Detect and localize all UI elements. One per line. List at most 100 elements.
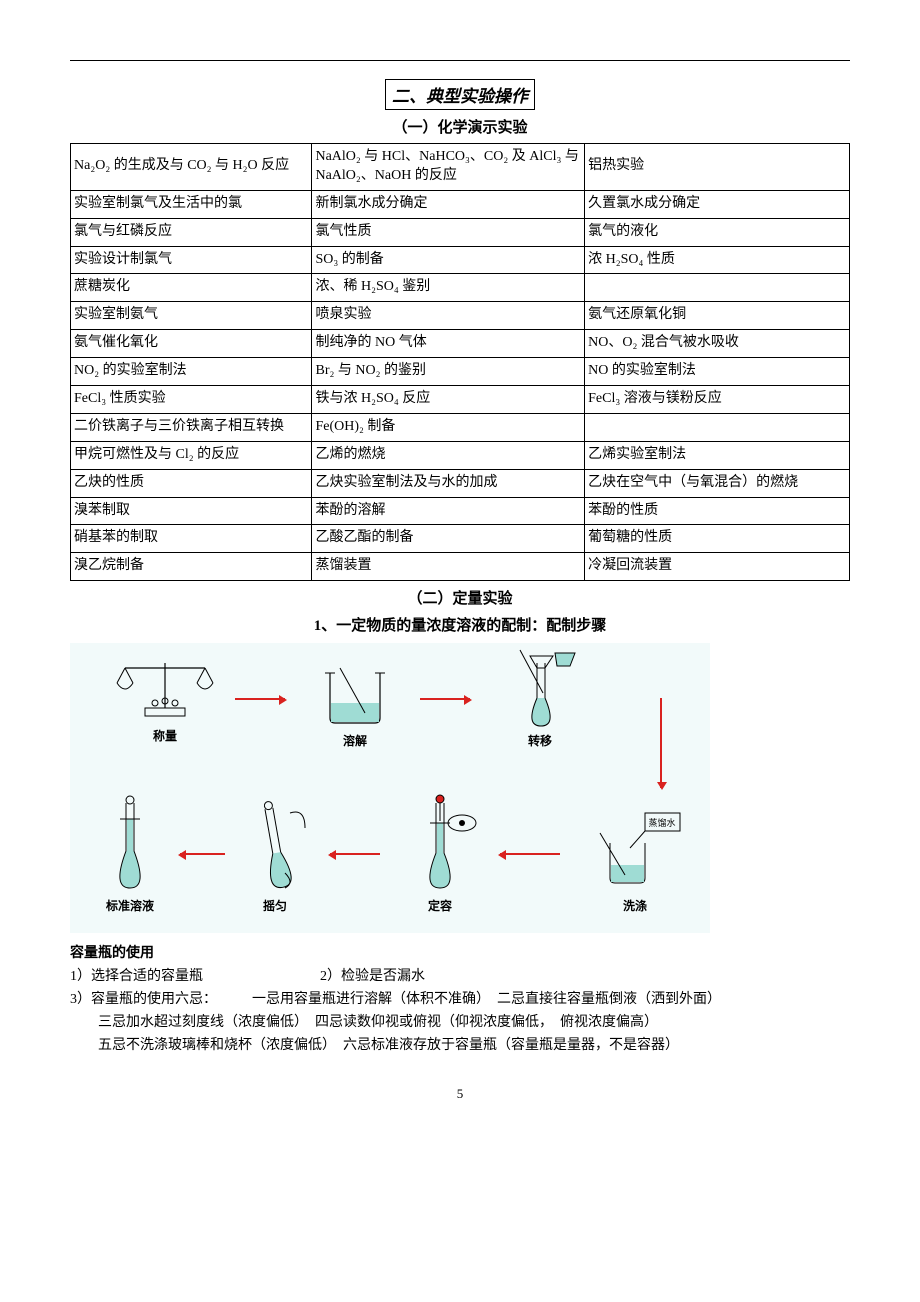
flask-standard-icon [95,793,165,893]
usage-block: 容量瓶的使用 1）选择合适的容量瓶 2）检验是否漏水 3）容量瓶的使用六忌： 一… [70,943,850,1056]
usage-1b: 2）检验是否漏水 [320,969,425,984]
table-cell: NO 的实验室制法 [585,358,850,386]
table-row: FeCl₃ 性质实验铁与浓 H₂SO₄ 反应FeCl₃ 溶液与镁粉反应 [71,386,850,414]
subsection-b-line: 1、一定物质的量浓度溶液的配制：配制步骤 [70,614,850,635]
subsection-a-title: （一）化学演示实验 [70,116,850,137]
table-cell: 实验设计制氯气 [71,246,312,274]
table-cell: 蔗糖炭化 [71,274,312,302]
page-number: 5 [70,1086,850,1102]
arrow-5 [180,853,225,855]
usage-title: 容量瓶的使用 [70,943,850,964]
step-shake: 摇匀 [230,793,320,914]
label-volume: 定容 [390,897,490,914]
table-cell: 冷凝回流装置 [585,553,850,581]
usage-2a: 3）容量瓶的使用六忌： [70,992,217,1007]
table-cell: 乙烯的燃烧 [312,441,585,469]
table-cell: 乙烯实验室制法 [585,441,850,469]
table-cell: 浓、稀 H₂SO₄ 鉴别 [312,274,585,302]
table-cell: 葡萄糖的性质 [585,525,850,553]
table-cell: 乙炔在空气中（与氧混合）的燃烧 [585,469,850,497]
table-cell: Fe(OH)₂ 制备 [312,413,585,441]
usage-line4: 五忌不洗涤玻璃棒和烧杯（浓度偏低） 六忌标准液存放于容量瓶（容量瓶是量器，不是容… [70,1035,850,1056]
table-cell: 乙炔实验室制法及与水的加成 [312,469,585,497]
label-rinse: 洗涤 [570,897,700,914]
section-title: 二、典型实验操作 [385,79,535,110]
table-cell: 乙炔的性质 [71,469,312,497]
arrow-2 [420,698,470,700]
table-row: 氨气催化氧化制纯净的 NO 气体NO、O₂ 混合气被水吸收 [71,330,850,358]
table-cell: SO₃ 的制备 [312,246,585,274]
step-weigh: 称量 [100,653,230,744]
procedure-diagram: 称量 溶解 转移 蒸馏水 [70,643,710,933]
usage-line2: 3）容量瓶的使用六忌： 一忌用容量瓶进行溶解（体积不准确） 二忌直接往容量瓶倒液… [70,989,850,1010]
table-cell: 氨气还原氧化铜 [585,302,850,330]
svg-text:蒸馏水: 蒸馏水 [648,817,675,828]
table-cell: 乙酸乙酯的制备 [312,525,585,553]
usage-line1: 1）选择合适的容量瓶 2）检验是否漏水 [70,966,850,987]
arrow-4 [330,853,380,855]
arrow-1 [235,698,285,700]
section-title-wrap: 二、典型实验操作 [70,79,850,110]
step-standard: 标准溶液 [85,793,175,914]
table-cell: 喷泉实验 [312,302,585,330]
table-cell: 铝热实验 [585,144,850,191]
table-cell: 甲烷可燃性及与 Cl₂ 的反应 [71,441,312,469]
label-standard: 标准溶液 [85,897,175,914]
arrow-down [660,698,662,788]
flask-transfer-icon [495,648,585,728]
label-shake: 摇匀 [230,897,320,914]
table-cell: 实验室制氯气及生活中的氯 [71,190,312,218]
table-cell: 制纯净的 NO 气体 [312,330,585,358]
table-cell: 实验室制氨气 [71,302,312,330]
rinse-icon: 蒸馏水 [580,803,690,893]
flask-volume-icon [400,793,480,893]
table-row: 氯气与红磷反应氯气性质氯气的液化 [71,218,850,246]
table-cell [585,274,850,302]
table-row: 溴乙烷制备蒸馏装置冷凝回流装置 [71,553,850,581]
table-cell: 新制氯水成分确定 [312,190,585,218]
table-cell: FeCl₃ 溶液与镁粉反应 [585,386,850,414]
table-cell: NO、O₂ 混合气被水吸收 [585,330,850,358]
step-dissolve: 溶解 [300,663,410,749]
beaker-icon [310,663,400,728]
table-row: 二价铁离子与三价铁离子相互转换Fe(OH)₂ 制备 [71,413,850,441]
usage-1a: 1）选择合适的容量瓶 [70,969,203,984]
table-row: 溴苯制取苯酚的溶解苯酚的性质 [71,497,850,525]
table-cell: 苯酚的性质 [585,497,850,525]
label-dissolve: 溶解 [300,732,410,749]
table-cell: 氯气性质 [312,218,585,246]
step-volume: 定容 [390,793,490,914]
label-weigh: 称量 [100,727,230,744]
table-cell: NaAlO₂ 与 HCl、NaHCO₃、CO₂ 及 AlCl₃ 与 NaAlO₂… [312,144,585,191]
table-cell: 浓 H₂SO₄ 性质 [585,246,850,274]
table-row: 实验设计制氯气SO₃ 的制备浓 H₂SO₄ 性质 [71,246,850,274]
table-cell: 氨气催化氧化 [71,330,312,358]
step-transfer: 转移 [485,648,595,749]
top-rule [70,60,850,61]
table-row: 实验室制氨气喷泉实验氨气还原氧化铜 [71,302,850,330]
label-transfer: 转移 [485,732,595,749]
balance-icon [105,653,225,723]
step-rinse: 蒸馏水 洗涤 [570,803,700,914]
table-row: NO₂ 的实验室制法Br₂ 与 NO₂ 的鉴别NO 的实验室制法 [71,358,850,386]
table-cell: 久置氯水成分确定 [585,190,850,218]
table-cell: Br₂ 与 NO₂ 的鉴别 [312,358,585,386]
table-cell: Na₂O₂ 的生成及与 CO₂ 与 H₂O 反应 [71,144,312,191]
table-row: 甲烷可燃性及与 Cl₂ 的反应乙烯的燃烧乙烯实验室制法 [71,441,850,469]
flask-shake-icon [235,793,315,893]
table-row: 实验室制氯气及生活中的氯新制氯水成分确定久置氯水成分确定 [71,190,850,218]
table-cell: 氯气与红磷反应 [71,218,312,246]
table-row: 硝基苯的制取乙酸乙酯的制备葡萄糖的性质 [71,525,850,553]
usage-2b: 一忌用容量瓶进行溶解（体积不准确） 二忌直接往容量瓶倒液（洒到外面） [252,992,721,1007]
table-cell: FeCl₃ 性质实验 [71,386,312,414]
usage-line3: 三忌加水超过刻度线（浓度偏低） 四忌读数仰视或俯视（仰视浓度偏低， 俯视浓度偏高… [70,1012,850,1033]
table-cell: 蒸馏装置 [312,553,585,581]
table-cell: 铁与浓 H₂SO₄ 反应 [312,386,585,414]
table-row: 乙炔的性质乙炔实验室制法及与水的加成乙炔在空气中（与氧混合）的燃烧 [71,469,850,497]
table-row: 蔗糖炭化浓、稀 H₂SO₄ 鉴别 [71,274,850,302]
table-row: Na₂O₂ 的生成及与 CO₂ 与 H₂O 反应NaAlO₂ 与 HCl、NaH… [71,144,850,191]
table-cell: NO₂ 的实验室制法 [71,358,312,386]
table-cell: 硝基苯的制取 [71,525,312,553]
experiment-table: Na₂O₂ 的生成及与 CO₂ 与 H₂O 反应NaAlO₂ 与 HCl、NaH… [70,143,850,581]
table-cell: 溴乙烷制备 [71,553,312,581]
